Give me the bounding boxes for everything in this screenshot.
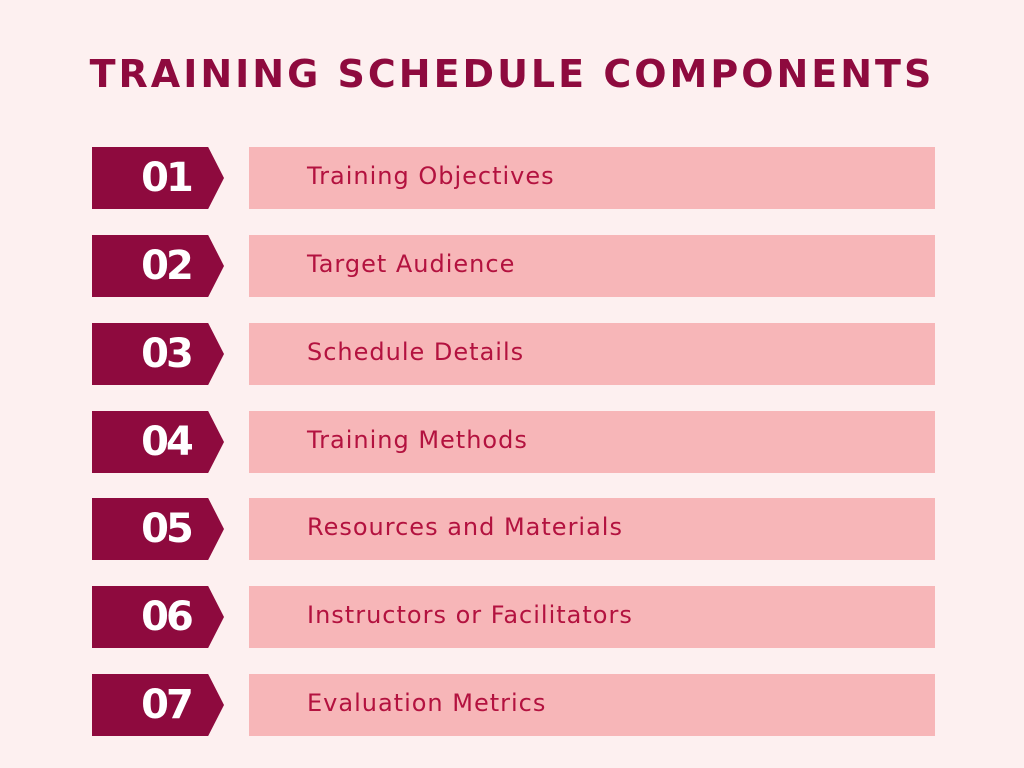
item-label-box: Resources and Materials <box>249 498 935 560</box>
number-arrow-tag: 01 <box>92 147 224 209</box>
item-label: Resources and Materials <box>307 513 623 541</box>
item-number: 07 <box>141 682 194 728</box>
list-item: 02 Target Audience <box>0 235 1024 297</box>
item-number: 01 <box>141 155 194 201</box>
item-label: Target Audience <box>307 250 516 278</box>
number-arrow-tag: 05 <box>92 498 224 560</box>
number-arrow-tag: 02 <box>92 235 224 297</box>
item-label: Schedule Details <box>307 338 525 366</box>
list-item: 04 Training Methods <box>0 411 1024 473</box>
item-label-box: Evaluation Metrics <box>249 674 935 736</box>
page-title: TRAINING SCHEDULE COMPONENTS <box>89 52 935 96</box>
number-arrow-tag: 03 <box>92 323 224 385</box>
item-number: 02 <box>141 243 194 289</box>
number-arrow-tag: 07 <box>92 674 224 736</box>
item-label-box: Training Objectives <box>249 147 935 209</box>
item-number: 06 <box>141 594 194 640</box>
list-item: 05 Resources and Materials <box>0 498 1024 560</box>
list-item: 01 Training Objectives <box>0 147 1024 209</box>
list-item: 07 Evaluation Metrics <box>0 674 1024 736</box>
item-label: Evaluation Metrics <box>307 689 547 717</box>
item-number: 05 <box>141 506 194 552</box>
item-label-box: Training Methods <box>249 411 935 473</box>
item-number: 03 <box>141 331 194 377</box>
item-number: 04 <box>141 419 194 465</box>
item-label: Instructors or Facilitators <box>307 601 633 629</box>
number-arrow-tag: 06 <box>92 586 224 648</box>
item-label-box: Schedule Details <box>249 323 935 385</box>
item-label-box: Instructors or Facilitators <box>249 586 935 648</box>
item-label: Training Methods <box>307 426 528 454</box>
item-label-box: Target Audience <box>249 235 935 297</box>
number-arrow-tag: 04 <box>92 411 224 473</box>
list-item: 03 Schedule Details <box>0 323 1024 385</box>
list-item: 06 Instructors or Facilitators <box>0 586 1024 648</box>
item-label: Training Objectives <box>307 162 555 190</box>
